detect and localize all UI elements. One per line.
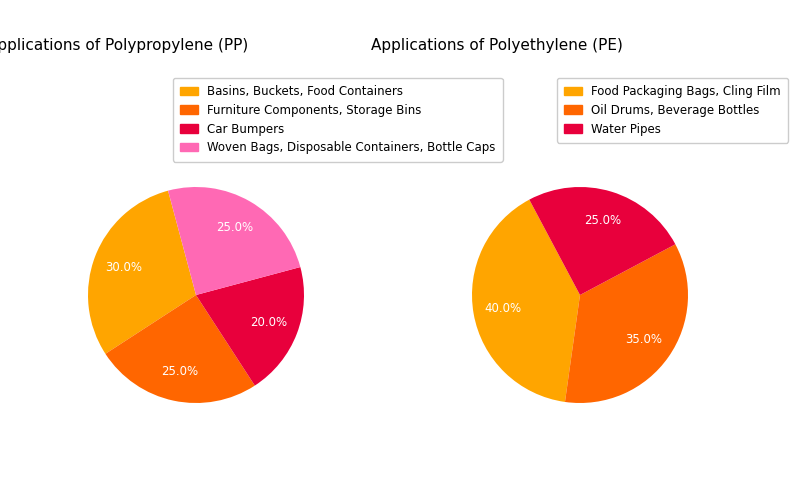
Wedge shape bbox=[106, 295, 255, 403]
Text: 35.0%: 35.0% bbox=[625, 333, 662, 346]
Wedge shape bbox=[530, 187, 675, 295]
Text: Applications of Polyethylene (PE): Applications of Polyethylene (PE) bbox=[371, 38, 623, 53]
Text: 25.0%: 25.0% bbox=[584, 214, 622, 227]
Wedge shape bbox=[168, 187, 300, 295]
Legend: Basins, Buckets, Food Containers, Furniture Components, Storage Bins, Car Bumper: Basins, Buckets, Food Containers, Furnit… bbox=[173, 78, 502, 162]
Text: 30.0%: 30.0% bbox=[105, 260, 142, 274]
Wedge shape bbox=[88, 190, 196, 354]
Text: 40.0%: 40.0% bbox=[485, 302, 522, 315]
Wedge shape bbox=[565, 244, 688, 403]
Wedge shape bbox=[472, 200, 580, 402]
Legend: Food Packaging Bags, Cling Film, Oil Drums, Beverage Bottles, Water Pipes: Food Packaging Bags, Cling Film, Oil Dru… bbox=[557, 78, 788, 142]
Text: 20.0%: 20.0% bbox=[250, 316, 287, 330]
Text: Applications of Polypropylene (PP): Applications of Polypropylene (PP) bbox=[0, 38, 249, 53]
Wedge shape bbox=[196, 267, 304, 386]
Text: 25.0%: 25.0% bbox=[162, 364, 198, 378]
Text: 25.0%: 25.0% bbox=[216, 221, 254, 234]
